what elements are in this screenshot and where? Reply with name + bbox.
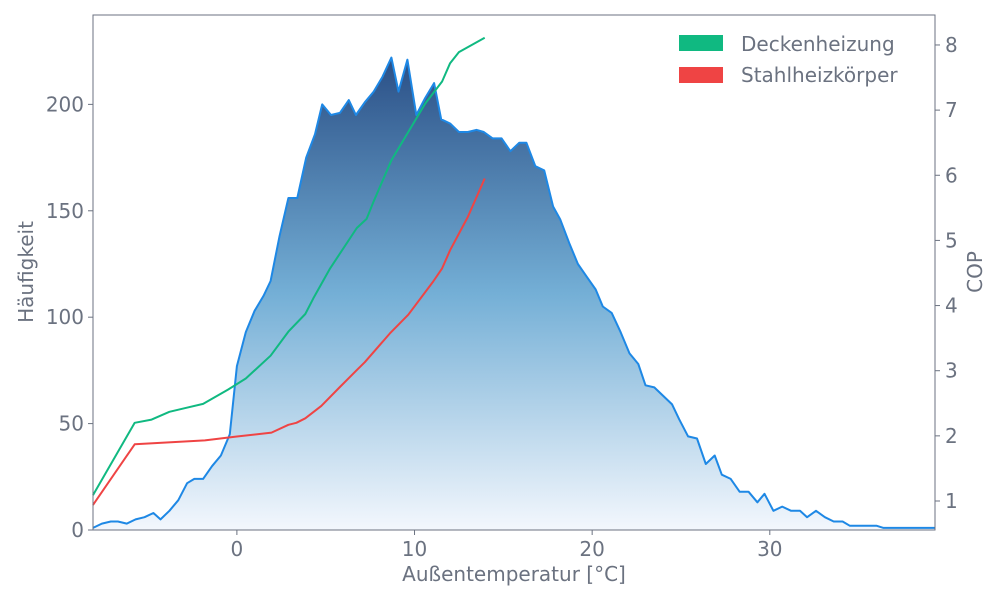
y-axis-right-label: COP — [963, 251, 987, 293]
x-axis-label: Außentemperatur [°C] — [402, 562, 626, 586]
x-tick-label: 10 — [402, 537, 427, 561]
y-tick-label: 200 — [46, 92, 84, 116]
y-right-tick-label: 4 — [945, 294, 958, 318]
histogram-area — [93, 58, 935, 530]
legend-label-deckenheizung: Deckenheizung — [741, 32, 895, 56]
y-axis-label: Häufigkeit — [14, 221, 38, 323]
y-tick-label: 100 — [46, 305, 84, 329]
y-right-tick-label: 2 — [945, 424, 958, 448]
y-right-tick-label: 6 — [945, 163, 958, 187]
legend: Deckenheizung Stahlheizkörper — [679, 32, 898, 87]
legend-swatch-stahlheizkoerper — [679, 67, 723, 83]
y-right-tick-label: 5 — [945, 228, 958, 252]
x-tick-label: 0 — [231, 537, 244, 561]
y-tick-label: 150 — [46, 199, 84, 223]
y-right-tick-label: 3 — [945, 359, 958, 383]
x-tick-label: 20 — [579, 537, 604, 561]
y-right-tick-label: 8 — [945, 33, 958, 57]
x-tick-label: 30 — [757, 537, 782, 561]
legend-label-stahlheizkoerper: Stahlheizkörper — [741, 63, 898, 87]
y-right-tick-label: 7 — [945, 98, 958, 122]
y-tick-label: 50 — [59, 412, 84, 436]
legend-swatch-deckenheizung — [679, 35, 723, 51]
y-right-tick-label: 1 — [945, 489, 958, 513]
y-tick-label: 0 — [71, 518, 84, 542]
